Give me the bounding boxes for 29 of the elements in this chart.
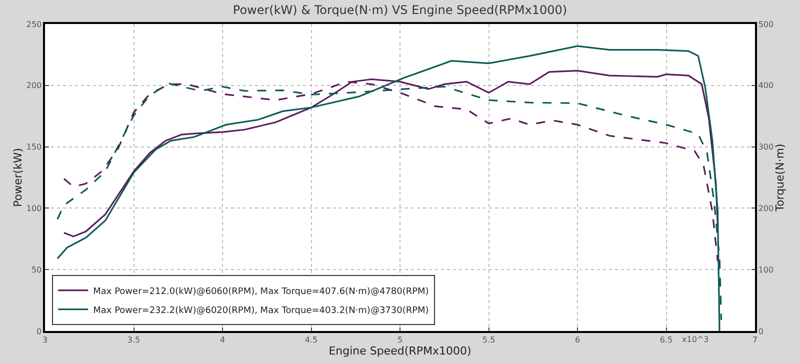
y-tick-label: 0 bbox=[36, 326, 42, 336]
x-tick-label: 7 bbox=[752, 335, 758, 344]
x-tick-label: 6.5 bbox=[660, 335, 673, 344]
x-tick-label: 3.5 bbox=[127, 335, 140, 344]
line-series bbox=[56, 45, 720, 331]
text: x10^3 bbox=[682, 335, 709, 344]
x-tick-label: 3 bbox=[42, 335, 48, 344]
y2-tick-label: 200 bbox=[758, 204, 774, 213]
x-tick-label: 4 bbox=[220, 335, 226, 344]
x-tick-label: 5.5 bbox=[482, 335, 496, 344]
y-tick-label: 100 bbox=[26, 204, 42, 213]
y2-tick-label: 0 bbox=[758, 326, 764, 336]
y2-tick-label: 300 bbox=[758, 142, 774, 152]
legend-label: Max Power=232.2(kW)@6020(RPM), Max Torque=403.2(N·m)@3730(RPM) bbox=[93, 306, 429, 316]
y-axis-title: Power(kW) bbox=[12, 148, 25, 208]
x-axis-title: Engine Speed(RPMx1000) bbox=[328, 344, 472, 358]
y-tick-label: 50 bbox=[31, 265, 42, 274]
x-tick-label: 4.5 bbox=[304, 335, 318, 344]
x-tick-label: 6 bbox=[574, 335, 580, 344]
y2-tick-label: 400 bbox=[758, 81, 774, 90]
chart-title: Power(kW) & Torque(N·m) VS Engine Speed(RPMx1000) bbox=[232, 2, 568, 17]
y-tick-label: 250 bbox=[26, 20, 42, 29]
legend-label: Max Power=212.0(kW)@6060(RPM), Max Torque=407.6(N·m)@4780(RPM) bbox=[93, 286, 429, 297]
y2-tick-label: 100 bbox=[758, 265, 774, 274]
y2-tick-label: 500 bbox=[758, 20, 774, 29]
y-tick-label: 200 bbox=[26, 81, 42, 90]
x-tick-label: 5 bbox=[397, 335, 403, 344]
y-tick-label: 150 bbox=[26, 142, 42, 152]
y2-axis-title: Torque(N·m) bbox=[774, 144, 787, 212]
